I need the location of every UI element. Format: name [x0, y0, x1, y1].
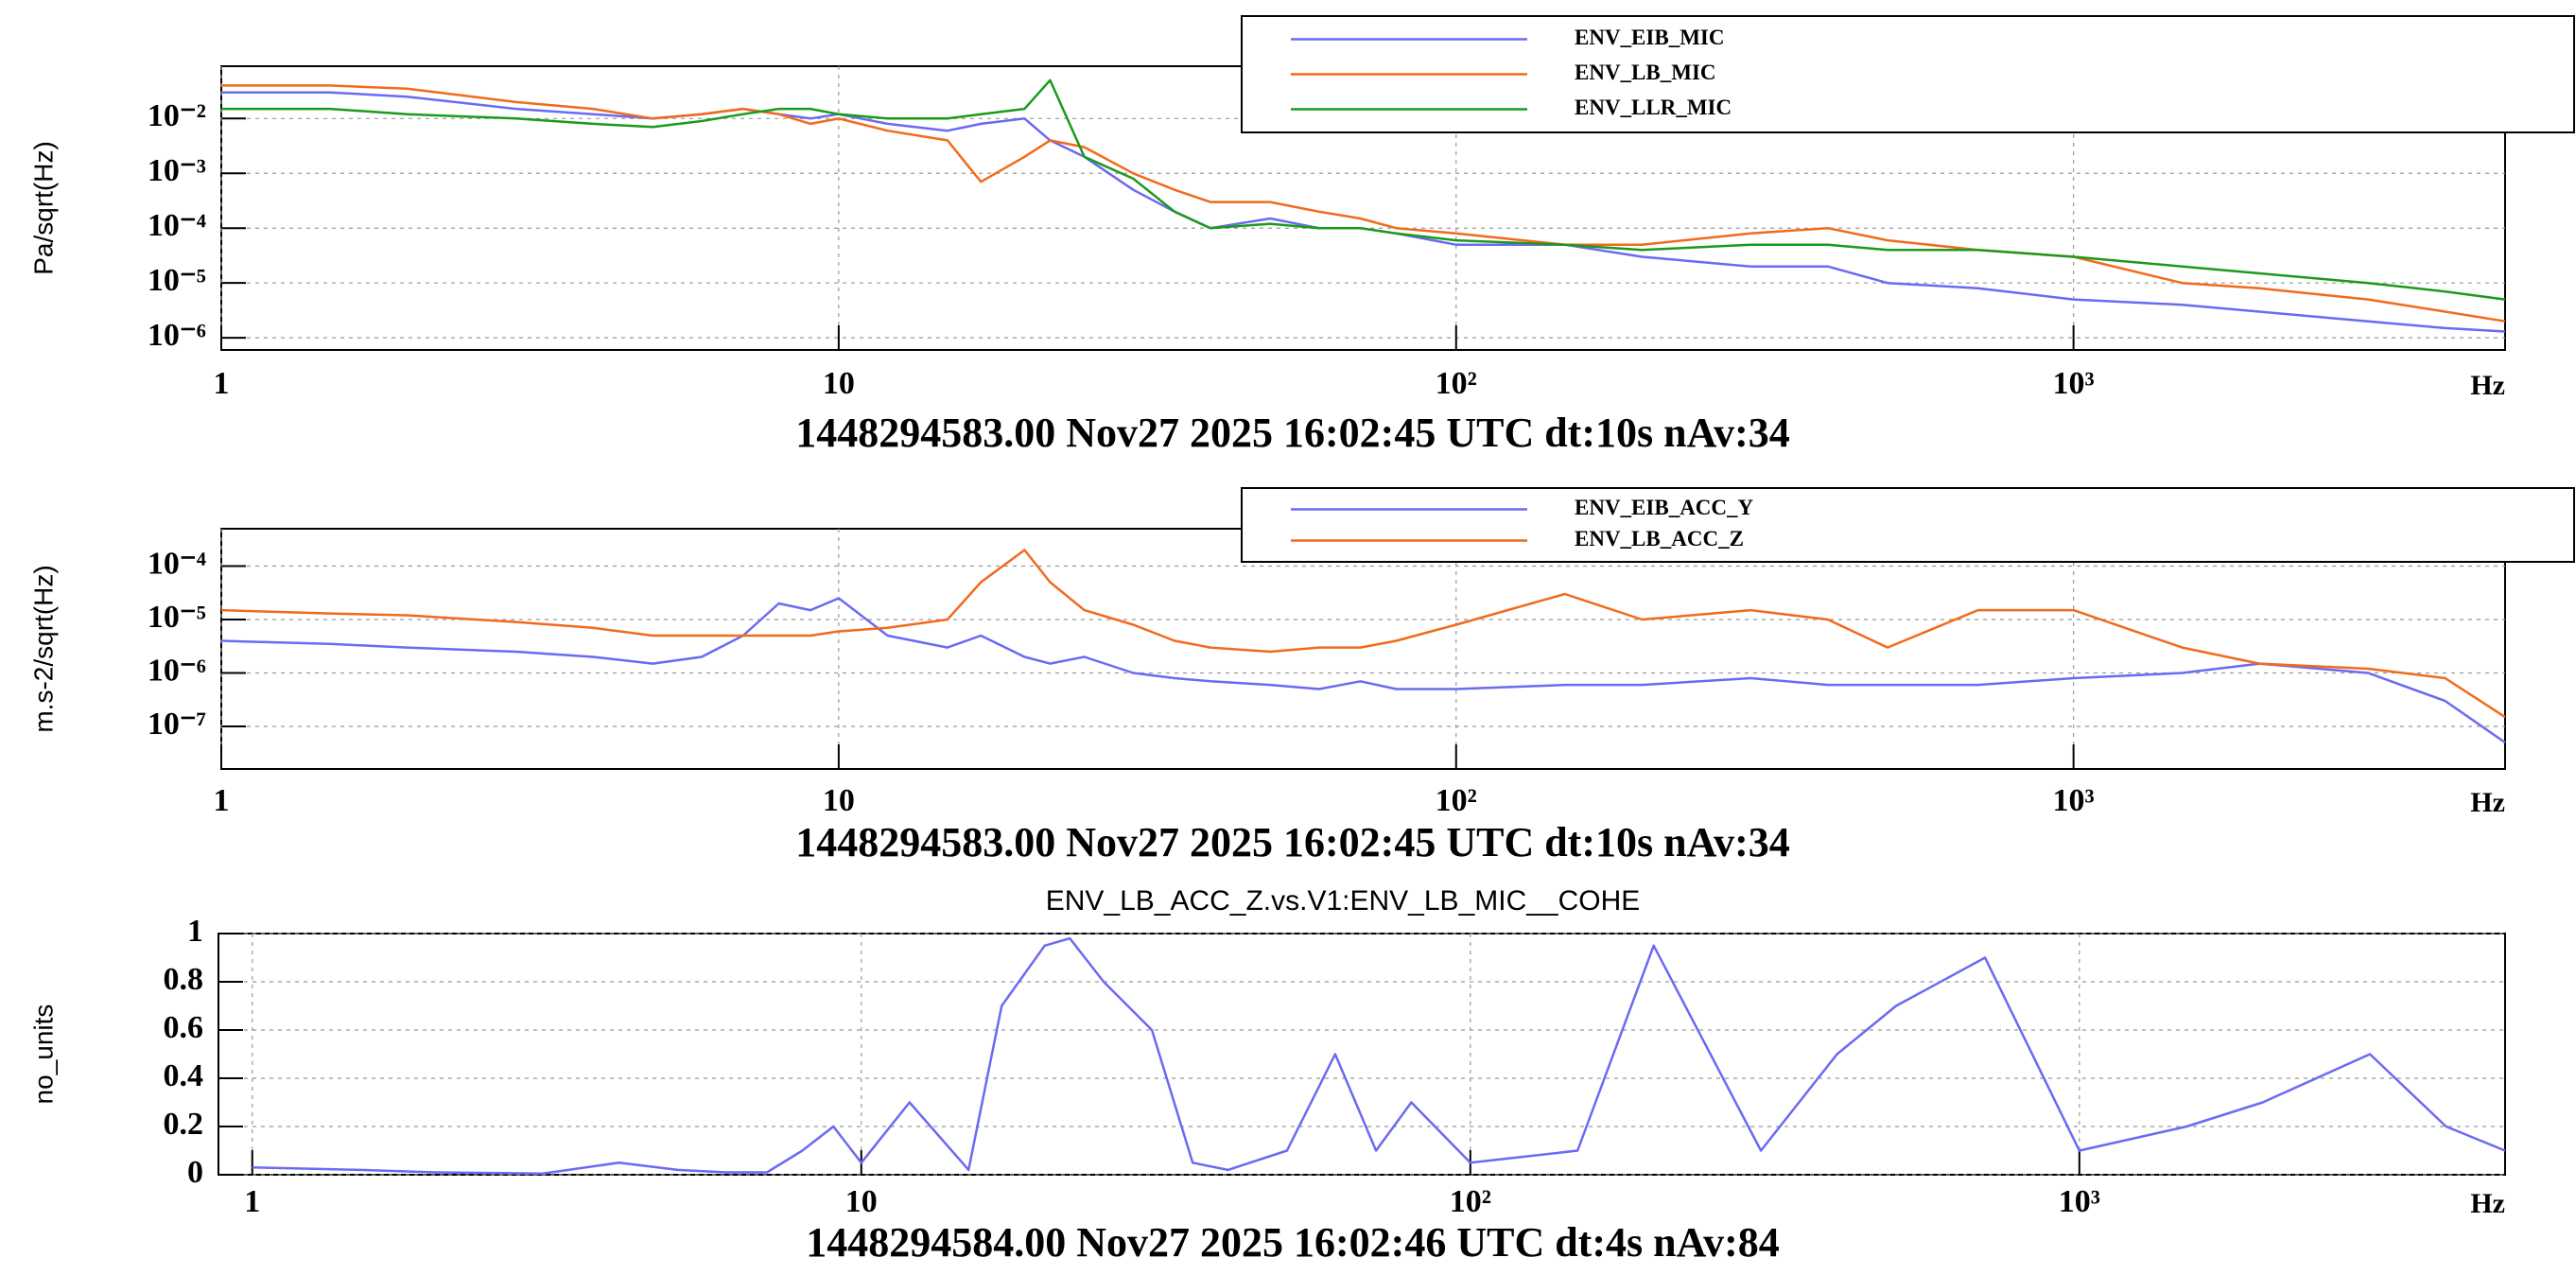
- legend-label: ENV_LLR_MIC: [1575, 96, 1732, 119]
- x-axis-unit: Hz: [2470, 787, 2505, 818]
- legend-label: ENV_EIB_MIC: [1575, 26, 1724, 49]
- y-axis-label: Pa/sqrt(Hz): [28, 141, 58, 275]
- x-tick-label: 10: [823, 783, 855, 818]
- subtitle: 1448294583.00 Nov27 2025 16:02:45 UTC dt…: [795, 410, 1790, 456]
- x-tick-label: 10³: [2053, 783, 2095, 818]
- x-axis-unit: Hz: [2470, 370, 2505, 401]
- y-tick-label: 10⁻⁵: [148, 600, 206, 635]
- series-line: [220, 549, 2506, 719]
- y-tick-label: 0.8: [164, 962, 204, 997]
- x-tick-label: 10³: [2059, 1184, 2100, 1219]
- x-tick-label: 10²: [1436, 783, 1477, 818]
- y-tick-label: 10⁻⁴: [148, 546, 206, 581]
- y-tick-label: 10⁻⁶: [148, 653, 206, 688]
- y-tick-label: 10⁻⁶: [148, 318, 206, 353]
- x-axis-unit: Hz: [2470, 1188, 2505, 1219]
- legend-box: [1241, 487, 2575, 563]
- plot-frame: [220, 528, 2506, 770]
- x-tick-label: 10²: [1436, 366, 1477, 401]
- y-tick-label: 0.2: [164, 1107, 204, 1142]
- y-tick-label: 0.4: [164, 1058, 204, 1093]
- x-tick-label: 10²: [1450, 1184, 1491, 1219]
- x-tick-label: 10³: [2053, 366, 2095, 401]
- series-line: [220, 597, 2506, 744]
- legend-box: [1241, 15, 2575, 133]
- series-line: [252, 936, 2506, 1175]
- x-tick-label: 10: [845, 1184, 878, 1219]
- y-axis-label: m.s-2/sqrt(Hz): [28, 565, 58, 732]
- plot-frame: [218, 933, 2506, 1176]
- y-tick-label: 10⁻³: [148, 153, 206, 188]
- x-tick-label: 1: [214, 783, 230, 818]
- y-tick-label: 10⁻⁷: [148, 707, 206, 742]
- legend-label: ENV_LB_MIC: [1575, 61, 1716, 84]
- subtitle: 1448294584.00 Nov27 2025 16:02:46 UTC dt…: [806, 1219, 1780, 1266]
- subtitle: 1448294583.00 Nov27 2025 16:02:45 UTC dt…: [795, 819, 1790, 865]
- chart-title: ENV_LB_ACC_Z.vs.V1:ENV_LB_MIC__COHE: [1046, 885, 1641, 917]
- y-tick-label: 10⁻⁵: [148, 263, 206, 298]
- y-tick-label: 10⁻⁴: [148, 208, 206, 243]
- y-axis-label: no_units: [28, 1004, 58, 1105]
- series-line: [221, 79, 2506, 301]
- y-tick-label: 0.6: [164, 1010, 204, 1045]
- legend-label: ENV_EIB_ACC_Y: [1575, 496, 1754, 519]
- y-tick-label: 10⁻²: [148, 98, 206, 133]
- x-tick-label: 1: [244, 1184, 260, 1219]
- y-tick-label: 1: [187, 914, 203, 949]
- y-tick-label: 0: [187, 1155, 203, 1190]
- x-tick-label: 1: [214, 366, 230, 401]
- x-tick-label: 10: [823, 366, 855, 401]
- legend-label: ENV_LB_ACC_Z: [1575, 527, 1744, 550]
